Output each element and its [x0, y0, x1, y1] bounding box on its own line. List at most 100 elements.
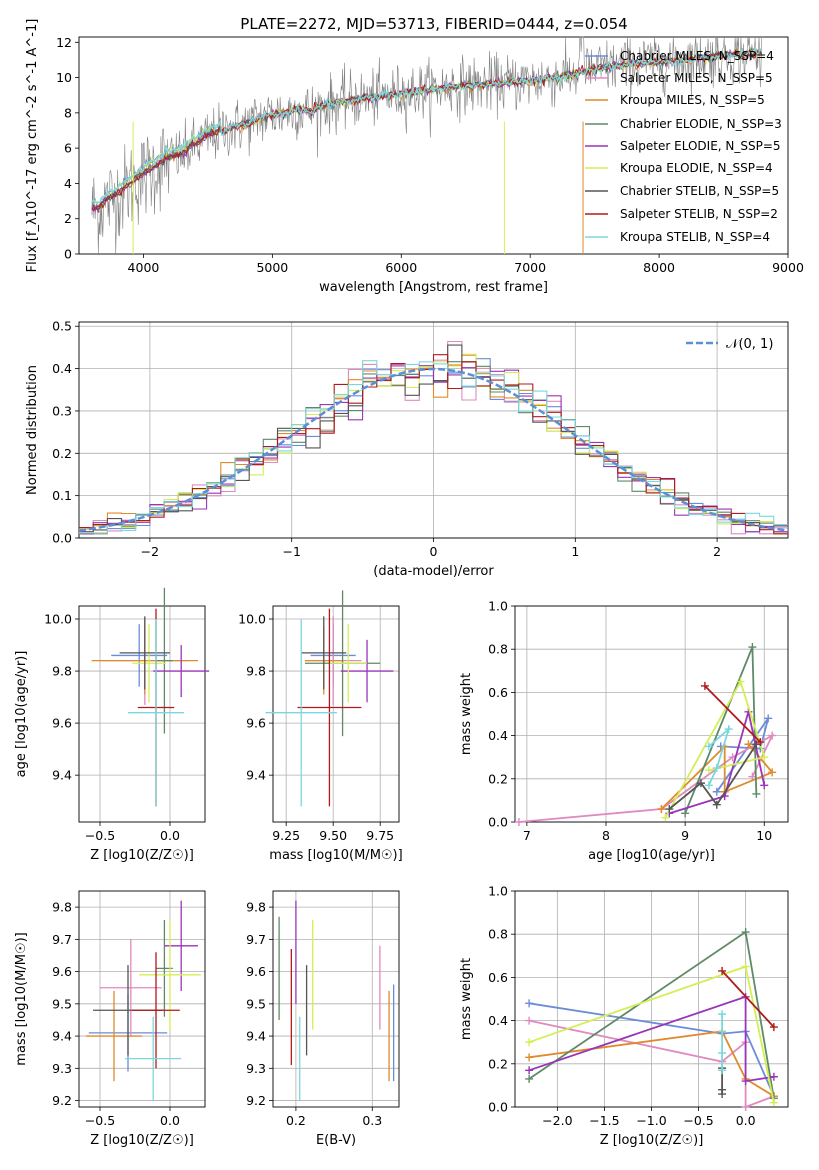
- mass-weight-marker: [741, 962, 750, 971]
- y-tick-label: 6: [64, 141, 72, 156]
- axes-frame: [78, 36, 789, 255]
- age-vs-mass-panel: 9.25 9.50 9.75 9.4 9.6 9.8 10.0 mass [log10(M/M…: [238, 590, 403, 863]
- hist-steps: [78, 340, 789, 535]
- mass-weight-marker: [661, 813, 670, 822]
- y-tick-label: 0.4: [52, 361, 72, 376]
- y-tick-label: 0.6: [488, 685, 508, 700]
- x-tick-label: 0.0: [736, 1113, 756, 1128]
- y-tick-label: 0.5: [52, 319, 72, 334]
- y-tick-label: 0.6: [488, 970, 508, 985]
- mass-weight-marker: [718, 1049, 727, 1057]
- x-tick-label: 0.2: [286, 1113, 306, 1128]
- mass-weight-line: [528, 1002, 775, 1097]
- x-tick-label: 0.3: [362, 1113, 382, 1128]
- mass-weight-marker: [704, 742, 713, 751]
- x-axis-label: Z [log10(Z/Z☉)]: [90, 1133, 194, 1148]
- mass-weight-line: [704, 685, 761, 743]
- axes: 9.25 9.50 9.75 9.4 9.6 9.8 10.0 mass [log10(M/M…: [238, 605, 403, 863]
- axes-frame: [514, 605, 789, 823]
- mass-weight-marker: [525, 1016, 534, 1025]
- x-axis-label: age [log10(age/yr)]: [588, 848, 715, 863]
- legend-label-salpeter-stelib: Salpeter STELIB, N_SSP=2: [620, 207, 778, 221]
- x-axis-label: E(B-V): [316, 1133, 356, 1148]
- massweight-vs-Z-panel: −2.0 −1.5 −1.0 −0.5 0.0 0.0 0.2 0.4 0.6 0.8 1.0 Z […: [459, 884, 789, 1148]
- mass-weight-line: [528, 1030, 775, 1097]
- mass-weight-line: [664, 679, 766, 819]
- y-tick-label: 0.8: [488, 642, 508, 657]
- mass-weight-marker: [718, 1010, 727, 1019]
- mass-weight-lines: [514, 643, 777, 826]
- y-tick-label: 0.4: [488, 1013, 508, 1028]
- residual-hist-panel: −2 −1 0 1 2 0.0 0.1 0.2 0.3 0.4 0.5 (data-model)/er…: [25, 319, 789, 579]
- mass-weight-marker: [768, 768, 777, 777]
- legend-label-chabrier-elodie: Chabrier ELODIE, N_SSP=3: [620, 117, 782, 131]
- y-tick-label: 8: [64, 105, 72, 120]
- axes: −0.5 0.0 9.2 9.3 9.4 9.5 9.6 9.7 9.8 Z [log10(Z/Z…: [14, 890, 206, 1148]
- mass-weight-marker: [764, 714, 773, 723]
- x-tick-label: 10: [756, 828, 772, 843]
- mass-weight-marker: [712, 764, 721, 772]
- gaussian-legend-label: 𝒩(0, 1): [726, 337, 773, 352]
- age-vs-Z-panel: −0.5 0.0 9.4 9.6 9.8 10.0 Z [log10(Z/Z☉)] age […: [14, 587, 210, 863]
- mass-weight-line: [669, 711, 766, 815]
- mass-weight-marker: [718, 1027, 727, 1036]
- mass-weight-marker: [525, 999, 534, 1008]
- y-tick-label: 2: [64, 211, 72, 226]
- massweight-vs-age-panel: 7 8 9 10 0.0 0.2 0.4 0.6 0.8 1.0 age [log10(age/yr…: [459, 599, 789, 863]
- legend-label-chabrier-miles: Chabrier MILES, N_SSP=4: [620, 49, 774, 63]
- x-tick-label: 9.75: [366, 828, 394, 843]
- model-spectrum-line: [91, 45, 763, 205]
- x-tick-label: 7: [523, 828, 531, 843]
- x-tick-label: 9.25: [272, 828, 300, 843]
- y-tick-label: 9.4: [52, 768, 72, 783]
- axes-frame: [78, 890, 206, 1108]
- x-tick-label: 0.0: [160, 1113, 180, 1128]
- axes: −2 −1 0 1 2 0.0 0.1 0.2 0.3 0.4 0.5 (data-model)/er…: [25, 319, 789, 579]
- x-axis-label: wavelength [Angstrom, rest frame]: [319, 280, 548, 295]
- x-tick-label: 9000: [772, 260, 804, 275]
- legend-label-kroupa-miles: Kroupa MILES, N_SSP=5: [620, 93, 765, 107]
- spectrum-legend: Chabrier MILES, N_SSP=4 Salpeter MILES, …: [585, 49, 782, 244]
- legend-label-kroupa-elodie: Kroupa ELODIE, N_SSP=4: [620, 161, 773, 175]
- mass-weight-marker: [769, 1072, 778, 1081]
- mass-weight-line: [708, 726, 731, 786]
- x-axis-label: mass [log10(M/M☉)]: [269, 848, 402, 863]
- mass-weight-lines: [525, 928, 778, 1111]
- mass-weight-marker: [712, 800, 721, 809]
- mass-weight-marker: [718, 1066, 727, 1075]
- x-axis-label: (data-model)/error: [373, 564, 494, 579]
- y-tick-label: 9.2: [52, 1093, 72, 1108]
- y-axis-label: mass [log10(M/M☉)]: [14, 932, 29, 1065]
- x-tick-label: 6000: [385, 260, 417, 275]
- mass-weight-marker: [769, 1023, 778, 1032]
- y-axis-label: age [log10(age/yr)]: [14, 651, 29, 778]
- mass-weight-marker: [756, 738, 765, 747]
- mass-weight-marker: [718, 1085, 727, 1094]
- y-tick-label: 9.8: [246, 664, 266, 679]
- grid-lines: [79, 606, 205, 822]
- mass-weight-marker: [696, 779, 705, 788]
- mass-weight-line: [668, 743, 758, 810]
- y-tick-label: 9.8: [246, 900, 266, 915]
- x-tick-label: −0.5: [85, 1113, 115, 1128]
- y-tick-label: 0.2: [488, 771, 508, 786]
- mass-weight-marker: [712, 787, 721, 796]
- x-tick-label: −2.0: [542, 1113, 572, 1128]
- mass-weight-marker: [744, 740, 753, 749]
- legend-label-kroupa-stelib: Kroupa STELIB, N_SSP=4: [620, 230, 770, 244]
- y-tick-label: 9.8: [52, 900, 72, 915]
- legend-label-salpeter-miles: Salpeter MILES, N_SSP=5: [620, 71, 773, 85]
- x-tick-label: −0.5: [85, 828, 115, 843]
- axes: 7 8 9 10 0.0 0.2 0.4 0.6 0.8 1.0 age [log10(age/yr…: [459, 599, 789, 863]
- errorbars: [86, 900, 201, 1101]
- errorbars: [265, 590, 394, 807]
- legend-label-salpeter-elodie: Salpeter ELODIE, N_SSP=5: [620, 139, 781, 153]
- grid-lines: [273, 606, 399, 822]
- mass-weight-marker: [681, 809, 690, 818]
- y-tick-label: 0.0: [52, 531, 72, 546]
- y-tick-label: 9.7: [246, 932, 266, 947]
- gaussian-curve: [78, 367, 789, 532]
- grid-lines: [273, 891, 399, 1107]
- mass-vs-Z-panel: −0.5 0.0 9.2 9.3 9.4 9.5 9.6 9.7 9.8 Z [log10(Z/Z…: [14, 890, 206, 1148]
- axes: 4000 5000 6000 7000 8000 9000 0 2 4 6 8 10 12 wavelen…: [25, 19, 804, 295]
